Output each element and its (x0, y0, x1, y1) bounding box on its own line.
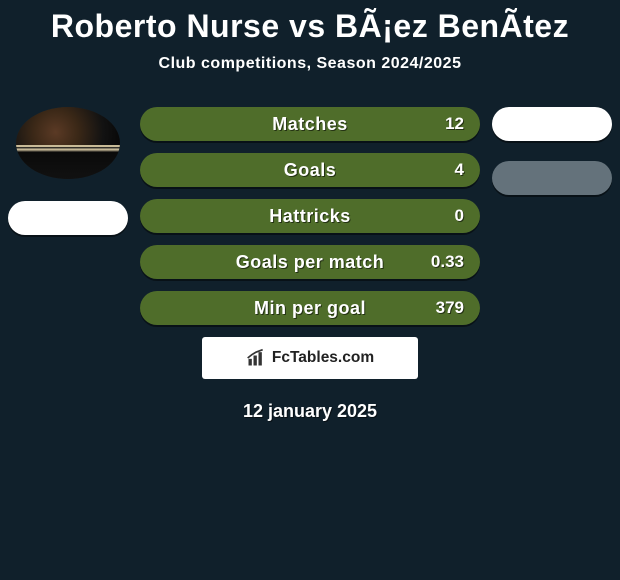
stat-value: 12 (445, 114, 464, 134)
stat-value: 0.33 (431, 252, 464, 272)
footer-date: 12 january 2025 (0, 401, 620, 422)
stat-row-hattricks: Hattricks 0 (140, 199, 480, 233)
bar-chart-icon (246, 348, 266, 368)
player-left-column (8, 107, 128, 235)
player-left-avatar (16, 107, 120, 179)
page-title: Roberto Nurse vs BÃ¡ez BenÃ­tez (0, 0, 620, 45)
stat-row-goals: Goals 4 (140, 153, 480, 187)
stat-value: 0 (455, 206, 464, 226)
stat-label: Matches (272, 114, 348, 135)
player-right-club-pill-1 (492, 107, 612, 141)
page-subtitle: Club competitions, Season 2024/2025 (0, 55, 620, 73)
stat-label: Min per goal (254, 298, 366, 319)
stat-row-matches: Matches 12 (140, 107, 480, 141)
brand-text: FcTables.com (272, 349, 374, 367)
stat-label: Goals per match (236, 252, 385, 273)
body-area: Matches 12 Goals 4 Hattricks 0 Goals per… (0, 107, 620, 422)
stats-list: Matches 12 Goals 4 Hattricks 0 Goals per… (140, 107, 480, 325)
stat-label: Goals (284, 160, 337, 181)
brand-box[interactable]: FcTables.com (202, 337, 418, 379)
player-right-column (492, 107, 612, 195)
stat-row-min-per-goal: Min per goal 379 (140, 291, 480, 325)
player-right-club-pill-2 (492, 161, 612, 195)
stat-label: Hattricks (269, 206, 351, 227)
player-left-club-pill (8, 201, 128, 235)
stat-row-goals-per-match: Goals per match 0.33 (140, 245, 480, 279)
stat-value: 4 (455, 160, 464, 180)
avatar-jersey-placeholder (16, 145, 120, 179)
comparison-card: Roberto Nurse vs BÃ¡ez BenÃ­tez Club com… (0, 0, 620, 580)
stat-value: 379 (436, 298, 464, 318)
